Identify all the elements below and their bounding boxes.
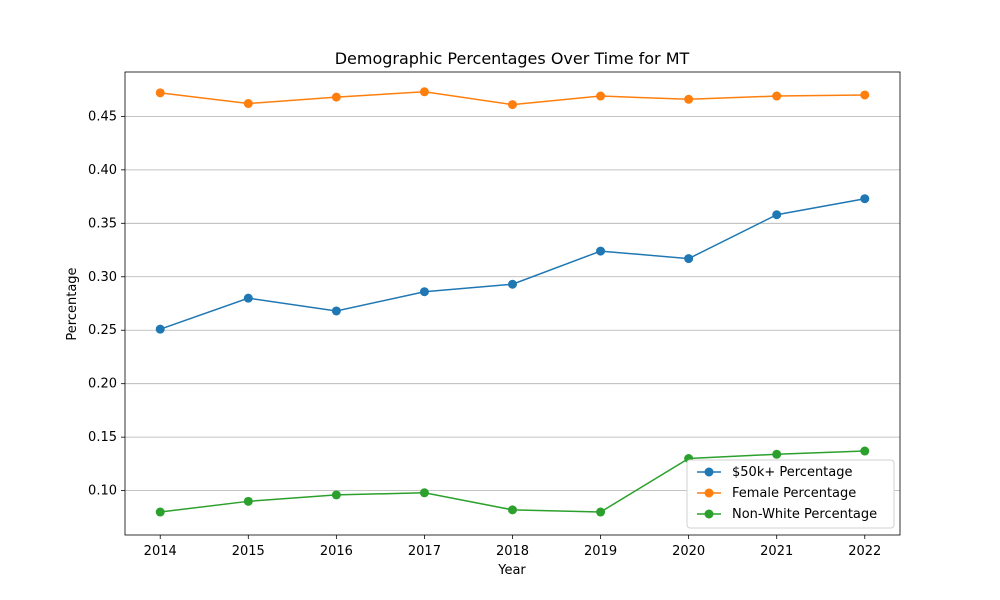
series-1-point <box>860 194 870 204</box>
series-2-point <box>419 87 429 97</box>
series-1-point <box>155 324 165 334</box>
legend: $50k+ Percentage Female Percentage Non-Whi… <box>686 459 895 529</box>
series-3-point <box>155 507 165 517</box>
legend-marker-1 <box>704 467 714 477</box>
series-2-point <box>860 90 870 100</box>
y-axis-label: Percentage <box>65 267 80 340</box>
series-1-point <box>596 246 606 256</box>
y-tick-label: 0.35 <box>88 216 117 231</box>
y-tick-label: 0.15 <box>88 430 117 445</box>
x-tick-label: 2015 <box>232 544 265 559</box>
y-tick-label: 0.40 <box>88 163 117 178</box>
x-tick-label: 2014 <box>144 544 177 559</box>
series-1-point <box>772 210 782 220</box>
y-tick-label: 0.20 <box>88 377 117 392</box>
x-tick-label: 2021 <box>760 544 793 559</box>
series-1-point <box>508 279 517 289</box>
x-tick-label: 2018 <box>496 544 529 559</box>
series-1-point <box>419 287 429 297</box>
grid-lines <box>125 115 900 492</box>
series-3-point <box>331 490 341 500</box>
legend-marker-3 <box>704 509 714 519</box>
series-2-point <box>243 99 253 109</box>
x-tick-label: 2017 <box>408 544 441 559</box>
y-tick-label: 0.30 <box>88 270 117 285</box>
series-2-point <box>684 94 694 104</box>
series-2-point <box>331 92 341 102</box>
x-tick-label: 2016 <box>320 544 353 559</box>
x-tick-label: 2019 <box>584 544 617 559</box>
legend-box <box>686 459 895 529</box>
chart-title: Demographic Percentages Over Time for MT <box>335 49 690 68</box>
legend-label-2: Female Percentage <box>732 486 856 501</box>
series-3-point <box>243 496 253 506</box>
legend-marker-2 <box>704 488 714 498</box>
series-3-point <box>596 507 606 517</box>
series-1-point <box>684 254 694 264</box>
series-2-point <box>596 91 606 101</box>
series-line-1 <box>159 197 865 330</box>
series-2-point <box>508 100 517 110</box>
x-axis-label: Year <box>497 563 526 578</box>
series-1-point <box>331 306 341 316</box>
series-3-point <box>860 446 870 456</box>
y-tick-label: 0.45 <box>88 109 117 124</box>
series-3-point <box>419 488 429 498</box>
series-2-point <box>772 91 782 101</box>
series-3-point <box>772 449 782 459</box>
series-group <box>155 87 870 517</box>
x-tick-label: 2022 <box>848 544 881 559</box>
x-tick-label: 2020 <box>672 544 705 559</box>
legend-label-3: Non-White Percentage <box>732 507 877 522</box>
series-2-point <box>155 88 165 98</box>
legend-label-1: $50k+ Percentage <box>732 465 853 480</box>
series-1-point <box>243 293 253 303</box>
series-3-point <box>508 505 517 515</box>
y-tick-label: 0.25 <box>88 323 117 338</box>
plot-frame <box>124 71 901 536</box>
y-tick-label: 0.10 <box>88 484 117 499</box>
